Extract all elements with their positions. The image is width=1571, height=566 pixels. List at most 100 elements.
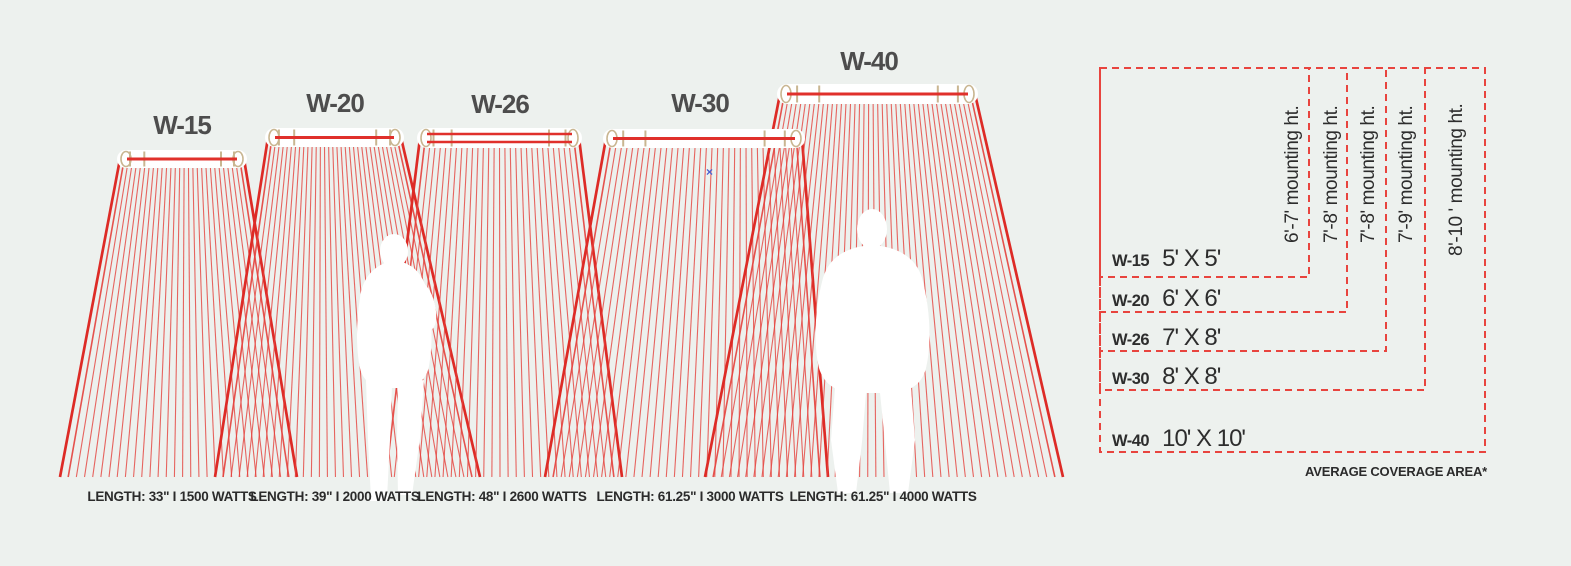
coverage-ray xyxy=(67,158,126,478)
coverage-ray xyxy=(956,93,1031,478)
coverage-ray xyxy=(939,93,999,478)
coverage-ray xyxy=(795,138,821,478)
coverage-ray xyxy=(209,158,233,478)
mounting-ht-label-w20: 7'-8' mounting ht. xyxy=(1321,105,1342,243)
coverage-ray xyxy=(737,93,799,478)
coverage-ray xyxy=(572,137,615,478)
coverage-ray xyxy=(767,138,781,478)
coverage-ray xyxy=(925,93,975,478)
coverage-ray xyxy=(930,93,983,478)
coverage-ray xyxy=(965,93,1048,478)
coverage-ray xyxy=(698,138,713,478)
coverage-ray xyxy=(943,93,1007,478)
coverage-ray xyxy=(141,158,164,478)
coverage-ray xyxy=(149,158,168,478)
table-row-w20: W-20 6' X 6' xyxy=(1112,285,1221,313)
coverage-ray xyxy=(246,137,285,478)
coverage-ray xyxy=(625,138,663,478)
coverage-ray xyxy=(706,138,719,478)
coverage-ray xyxy=(567,137,607,478)
coverage-ray xyxy=(92,158,138,478)
coverage-ray xyxy=(916,93,958,478)
coverage-ray xyxy=(504,137,509,478)
spec-w40: LENGTH: 61.25" I 4000 WATTS xyxy=(789,489,977,504)
coverage-ray xyxy=(339,137,361,478)
coverage-ray xyxy=(576,138,629,478)
coverage-ray xyxy=(323,137,328,478)
coverage-ray xyxy=(712,93,786,478)
coverage-ray xyxy=(157,158,172,478)
table-coverage-w40: 10' X 10' xyxy=(1162,425,1246,452)
coverage-ray xyxy=(270,137,297,478)
table-model-w26: W-26 xyxy=(1112,331,1150,349)
coverage-ray xyxy=(543,138,608,478)
coverage-ray xyxy=(609,138,652,478)
table-row-w26: W-26 7' X 8' xyxy=(1112,324,1221,352)
coverage-ray xyxy=(689,138,708,478)
coverage-ray xyxy=(182,158,185,478)
scale-figures xyxy=(357,209,930,501)
coverage-ray xyxy=(238,137,281,478)
coverage-ray xyxy=(530,137,550,478)
table-model-w20: W-20 xyxy=(1112,292,1150,310)
heater-bar xyxy=(417,128,582,148)
coverage-ray xyxy=(200,158,216,478)
coverage-ray xyxy=(173,158,181,478)
coverage-ray xyxy=(745,93,803,478)
coverage-ray xyxy=(649,138,680,478)
coverage-ray xyxy=(133,158,160,478)
average-coverage-footnote: AVERAGE COVERAGE AREA* xyxy=(1305,464,1487,479)
coverage-ray xyxy=(557,137,591,478)
model-label-w30: W-30 xyxy=(671,88,730,118)
table-model-w15: W-15 xyxy=(1112,252,1150,270)
model-label-w20: W-20 xyxy=(306,88,365,118)
coverage-ray xyxy=(498,137,501,478)
cursor-x-marker: × xyxy=(706,165,714,179)
spec-w26: LENGTH: 48" I 2600 WATTS xyxy=(417,489,587,504)
coverage-ray xyxy=(665,138,691,478)
mounting-ht-label-w40: 8'-10 ' mounting ht. xyxy=(1446,103,1467,256)
coverage-ray xyxy=(331,137,345,478)
coverage-ray xyxy=(230,137,277,478)
coverage-ray xyxy=(458,137,474,478)
coverage-ray xyxy=(541,137,566,478)
end-cap xyxy=(420,128,432,148)
coverage-ray xyxy=(751,138,756,478)
coverage-ray xyxy=(722,138,730,478)
coverage-ray xyxy=(568,138,624,478)
coverage-ray xyxy=(165,158,177,478)
coverage-ray xyxy=(196,158,208,478)
coverage-ray xyxy=(793,93,830,478)
coverage-ray xyxy=(491,137,495,478)
coverage-ray xyxy=(657,138,685,478)
mounting-ht-label-w30: 7'-9' mounting ht. xyxy=(1396,105,1417,243)
coverage-area-table-boxes xyxy=(1099,67,1486,453)
coverage-ray xyxy=(769,93,817,478)
coverage-ray xyxy=(907,93,942,478)
coverage-ray xyxy=(947,93,1015,478)
coverage-area-box xyxy=(1099,67,1310,278)
coverage-ray xyxy=(969,93,1056,478)
model-label-w15: W-15 xyxy=(153,110,212,140)
spec-w30: LENGTH: 61.25" I 3000 WATTS xyxy=(596,489,784,504)
coverage-ray xyxy=(934,93,991,478)
coverage-ray xyxy=(961,93,1040,478)
coverage-ray xyxy=(952,93,1023,478)
coverage-ray xyxy=(785,93,825,478)
coverage-ray xyxy=(728,93,794,478)
coverage-ray xyxy=(302,137,313,478)
person-silhouette-1 xyxy=(357,234,437,501)
coverage-ray xyxy=(756,138,764,478)
coverage-ray xyxy=(344,137,369,478)
coverage-ray xyxy=(327,137,337,478)
coverage-ray xyxy=(509,137,517,478)
coverage-ray xyxy=(450,137,469,478)
coverage-ray xyxy=(100,158,142,478)
coverage-ray xyxy=(514,137,525,478)
coverage-ray xyxy=(294,137,309,478)
coverage-ray xyxy=(278,137,301,478)
coverage-ray xyxy=(641,138,674,478)
coverage-ray xyxy=(213,137,270,478)
mounting-ht-label-w15: 6'-7' mounting ht. xyxy=(1282,105,1303,243)
